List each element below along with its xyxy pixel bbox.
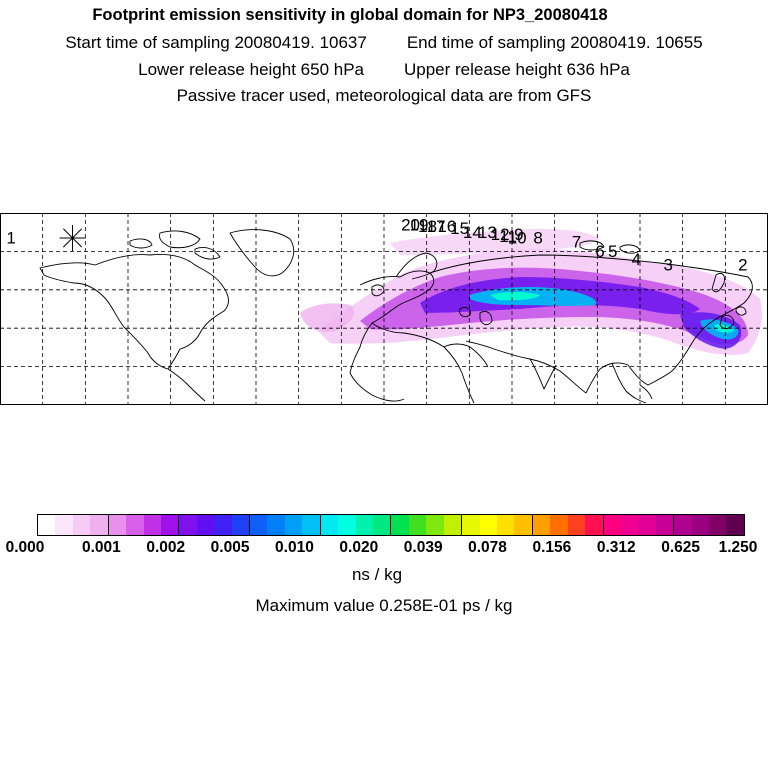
- colorbar-tick-label: 0.625: [661, 539, 701, 556]
- colorbar-segment: [655, 515, 675, 535]
- colorbar-segment: [320, 515, 339, 535]
- trajectory-label: 14: [463, 223, 482, 242]
- colorbar-segment: [373, 515, 392, 535]
- colorbar-segment: [355, 515, 374, 535]
- trajectory-label: 10: [508, 229, 527, 248]
- colorbar-segment: [179, 515, 197, 535]
- colorbar-segment: [426, 515, 444, 535]
- colorbar-tick-labels: 0.000 0.001 0.002 0.005 0.010 0.020 0.039 0.078…: [0, 539, 768, 559]
- colorbar-tick-label: 0.312: [596, 539, 636, 556]
- colorbar-segment: [196, 515, 215, 535]
- colorbar-segment: [267, 515, 285, 535]
- end-time: End time of sampling 20080419. 10655: [406, 33, 703, 52]
- colorbar-segment: [443, 515, 463, 535]
- colorbar-segment: [90, 515, 109, 535]
- colorbar-segment: [585, 515, 604, 535]
- colorbar-segment: [55, 515, 73, 535]
- colorbar-segment: [567, 515, 586, 535]
- upper-release-height: Upper release height 636 hPa: [404, 60, 630, 79]
- colorbar-segment: [638, 515, 656, 535]
- colorbar-segment: [603, 515, 621, 535]
- trajectory-label: 8: [533, 229, 542, 248]
- colorbar-segment: [338, 515, 356, 535]
- trajectory-label: 11: [499, 227, 517, 246]
- colorbar-segment: [160, 515, 180, 535]
- colorbar-segment: [72, 515, 91, 535]
- trajectory-label: 19: [410, 215, 429, 234]
- colorbar-tick-label: 0.020: [339, 539, 379, 556]
- coastlines: [39, 229, 753, 404]
- maximum-value: Maximum value 0.258E-01 ps / kg: [255, 596, 513, 615]
- colorbar-segment: [250, 515, 268, 535]
- release-heights-row: Lower release height 650 hPa Upper releas…: [0, 60, 768, 80]
- colorbar-tick-label: 0.002: [146, 539, 186, 556]
- lower-release-height: Lower release height 650 hPa: [138, 60, 364, 79]
- release-site-ray: [62, 228, 83, 248]
- colorbar-segment: [691, 515, 710, 535]
- colorbar-tick-label: 0.156: [532, 539, 572, 556]
- colorbar-segment: [231, 515, 251, 535]
- plume-west-tail: [300, 303, 355, 333]
- trajectory-label: 7: [572, 233, 581, 252]
- trajectory-label: 3: [663, 256, 672, 275]
- colorbar-tick-label: 0.001: [81, 539, 121, 556]
- trajectory-label: 2: [738, 256, 747, 275]
- colorbar-tick-label: 0.005: [210, 539, 250, 556]
- colorbar-segment: [408, 515, 427, 535]
- start-time: Start time of sampling 20080419. 10637: [65, 33, 367, 52]
- tracer-note: Passive tracer used, meteorological data…: [176, 86, 592, 105]
- colorbar-segment: [143, 515, 161, 535]
- colorbar-unit: ns / kg: [351, 565, 403, 584]
- trajectory-label: 17: [427, 217, 446, 236]
- colorbar-segment: [674, 515, 692, 535]
- trajectory-label: 16: [437, 217, 456, 236]
- colorbar-tick-label: 0.000: [5, 539, 45, 556]
- colorbar-segment: [302, 515, 321, 535]
- colorbar-segment: [462, 515, 480, 535]
- trajectory-label: 20: [401, 215, 420, 234]
- trajectory-label: 13: [478, 223, 497, 242]
- colorbar-segment: [38, 515, 56, 535]
- trajectory-label: 6: [595, 242, 604, 261]
- colorbar-segment: [550, 515, 568, 535]
- colorbar-segment: [108, 515, 127, 535]
- plume-peak: [490, 292, 540, 301]
- colorbar-segment: [479, 515, 497, 535]
- colorbar-tick-label: 1.250: [718, 539, 758, 556]
- trajectory-label: 5: [608, 242, 617, 261]
- colorbar-tick-label: 0.078: [468, 539, 507, 556]
- colorbar-tick-label: 0.039: [403, 539, 443, 556]
- colorbar-segment: [620, 515, 639, 535]
- colorbar-segment: [126, 515, 144, 535]
- trajectory-label: 12: [491, 225, 510, 244]
- colorbar-segment: [709, 515, 727, 535]
- release-site-marker: [59, 224, 86, 251]
- trajectory-label: 18: [418, 217, 437, 236]
- colorbar-segment: [514, 515, 533, 535]
- map-gridlines: [0, 213, 768, 405]
- sampling-times-row: Start time of sampling 20080419. 10637 En…: [0, 33, 768, 53]
- colorbar-segment: [391, 515, 409, 535]
- colorbar-segment: [726, 515, 744, 535]
- colorbar-segment: [496, 515, 515, 535]
- colorbar-segment: [214, 515, 232, 535]
- colorbar-tick-label: 0.010: [275, 539, 314, 556]
- trajectory-label: 4: [631, 250, 640, 269]
- trajectory-label: 1: [6, 229, 15, 248]
- plume-arctic-band: [390, 228, 600, 255]
- colorbar-segment: [284, 515, 303, 535]
- colorbar: [37, 514, 745, 536]
- trajectory-label: 15: [450, 219, 469, 238]
- trajectory-label: 9: [514, 225, 523, 244]
- map-title: Footprint emission sensitivity in global…: [92, 6, 608, 24]
- colorbar-segment: [532, 515, 551, 535]
